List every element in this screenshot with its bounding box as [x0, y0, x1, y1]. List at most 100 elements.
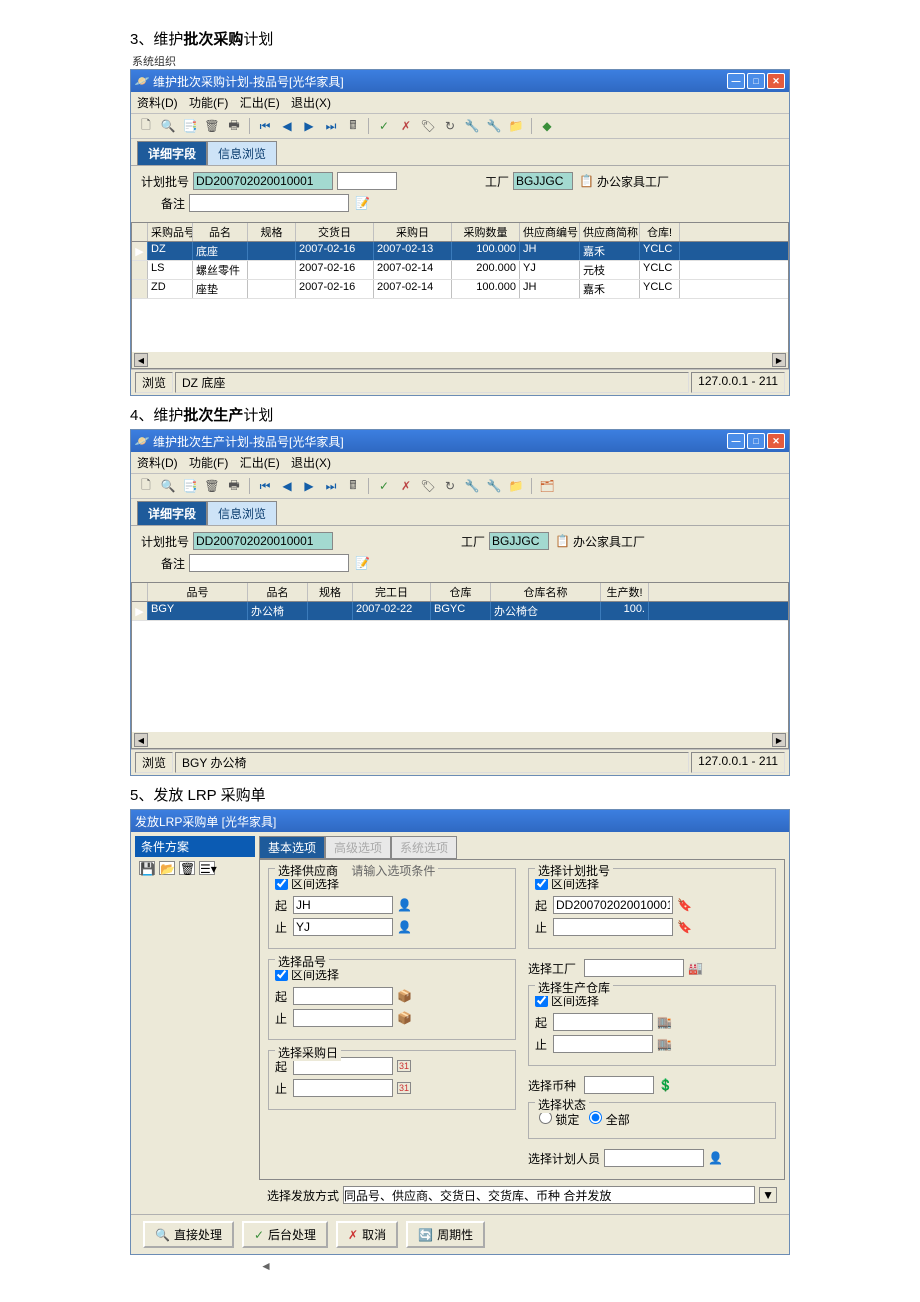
remark-edit-icon[interactable]: 📝 — [355, 196, 369, 210]
grid-row[interactable]: LS螺丝零件2007-02-162007-02-14200.000YJ元枝YCL… — [132, 261, 788, 280]
filter-icon[interactable]: 🔧 — [463, 477, 481, 495]
delete-icon[interactable]: 🗑 — [203, 477, 221, 495]
horizontal-scrollbar-2[interactable]: ◀ ▶ — [132, 732, 788, 748]
lookup-icon[interactable]: 📦 — [397, 989, 412, 1003]
column-header[interactable]: 仓库名称 — [491, 583, 601, 601]
copy-icon[interactable]: 📑 — [181, 117, 199, 135]
scroll-right-icon[interactable]: ▶ — [772, 353, 786, 367]
close-button[interactable]: ✕ — [767, 73, 785, 89]
column-header[interactable]: 供应商编号 — [520, 223, 580, 241]
factory-code-input[interactable] — [513, 172, 573, 190]
column-header[interactable]: 生产数! — [601, 583, 649, 601]
delete-scheme-icon[interactable]: 🗑 — [179, 861, 195, 875]
titlebar-2[interactable]: 🪐 维护批次生产计划-按品号[光华家具] — □ ✕ — [131, 430, 789, 452]
check-icon[interactable]: ✓ — [375, 477, 393, 495]
factory-code-input-2[interactable] — [489, 532, 549, 550]
prev-icon[interactable]: ◀ — [278, 117, 296, 135]
menu-exit-2[interactable]: 退出(X) — [291, 456, 331, 470]
print-icon[interactable]: 🖶 — [225, 117, 243, 135]
grid-row[interactable]: ▶BGY办公椅2007-02-22BGYC办公椅仓100. — [132, 602, 788, 621]
column-header[interactable]: 完工日 — [353, 583, 431, 601]
plan-batch-input-2[interactable] — [193, 532, 333, 550]
calendar-icon[interactable]: 31 — [397, 1060, 411, 1072]
column-header[interactable]: 采购日 — [374, 223, 452, 241]
currency-icon[interactable]: 💲 — [658, 1078, 673, 1092]
currency-input[interactable] — [584, 1076, 654, 1094]
factory-select-input[interactable] — [584, 959, 684, 977]
folder-icon[interactable]: 📁 — [507, 117, 525, 135]
x-icon[interactable]: ✗ — [397, 117, 415, 135]
factory-lookup-icon-2[interactable]: 📋 — [555, 534, 569, 548]
calc-icon[interactable]: 🖩 — [344, 477, 362, 495]
next-icon[interactable]: ▶ — [300, 477, 318, 495]
status-all-radio[interactable]: 全部 — [589, 1111, 629, 1128]
scroll-left-icon[interactable]: ◀ — [134, 733, 148, 747]
scroll-left-icon[interactable]: ◀ — [134, 353, 148, 367]
search-icon[interactable]: 🔍 — [159, 477, 177, 495]
x-icon[interactable]: ✗ — [397, 477, 415, 495]
tool-icon[interactable]: 🔧 — [485, 117, 503, 135]
minimize-button-2[interactable]: — — [727, 433, 745, 449]
product-to-input[interactable] — [293, 1009, 393, 1027]
titlebar-3[interactable]: 发放LRP采购单 [光华家具] — [131, 810, 789, 832]
first-icon[interactable]: ⏮ — [256, 117, 274, 135]
column-header[interactable]: 仓库! — [640, 223, 680, 241]
tab-info-browse-2[interactable]: 信息浏览 — [207, 501, 277, 525]
dropdown-icon[interactable]: ▼ — [759, 1187, 777, 1203]
tab-detail-fields[interactable]: 详细字段 — [137, 141, 207, 165]
status-locked-radio[interactable]: 锁定 — [539, 1111, 579, 1128]
menu-export[interactable]: 汇出(E) — [240, 96, 280, 110]
grid-row[interactable]: ▶DZ底座2007-02-162007-02-13100.000JH嘉禾YCLC — [132, 242, 788, 261]
folder-icon[interactable]: 📁 — [507, 477, 525, 495]
calendar-icon[interactable]: 31 — [397, 1082, 411, 1094]
lookup-icon[interactable]: 📦 — [397, 1011, 412, 1025]
last-icon[interactable]: ⏭ — [322, 477, 340, 495]
lookup-icon[interactable]: 🔖 — [677, 898, 692, 912]
column-header[interactable]: 品名 — [193, 223, 248, 241]
periodic-button[interactable]: 🔄周期性 — [406, 1221, 485, 1248]
column-header[interactable]: 仓库 — [431, 583, 491, 601]
remark-input[interactable] — [189, 194, 349, 212]
lookup-icon[interactable]: 🏭 — [688, 961, 703, 975]
column-header[interactable]: 交货日 — [296, 223, 374, 241]
lookup-icon[interactable]: 🏬 — [657, 1015, 672, 1029]
production-grid[interactable]: 品号品名规格完工日仓库仓库名称生产数! ▶BGY办公椅2007-02-22BGY… — [131, 582, 789, 749]
open-scheme-icon[interactable]: 📂 — [159, 861, 175, 875]
menu-exit[interactable]: 退出(X) — [291, 96, 331, 110]
factory-lookup-icon[interactable]: 📋 — [579, 174, 593, 188]
column-header[interactable]: 采购品号 — [148, 223, 193, 241]
new-icon[interactable]: 🗋 — [137, 477, 155, 495]
last-icon[interactable]: ⏭ — [322, 117, 340, 135]
warehouse-to-input[interactable] — [553, 1035, 653, 1053]
person-icon[interactable]: 👤 — [708, 1151, 723, 1165]
maximize-button-2[interactable]: □ — [747, 433, 765, 449]
cancel-button[interactable]: ✗取消 — [336, 1221, 398, 1248]
planner-input[interactable] — [604, 1149, 704, 1167]
filter-icon[interactable]: 🔧 — [463, 117, 481, 135]
extra-icon[interactable]: 🗂 — [538, 477, 556, 495]
backend-process-button[interactable]: ✓后台处理 — [242, 1221, 328, 1248]
column-header[interactable]: 供应商简称 — [580, 223, 640, 241]
horizontal-scrollbar[interactable]: ◀ ▶ — [132, 352, 788, 368]
new-icon[interactable]: 🗋 — [137, 117, 155, 135]
supplier-to-input[interactable] — [293, 918, 393, 936]
warehouse-from-input[interactable] — [553, 1013, 653, 1031]
tool-icon[interactable]: 🔧 — [485, 477, 503, 495]
scroll-right-icon[interactable]: ▶ — [772, 733, 786, 747]
help-icon[interactable]: ◆ — [538, 117, 556, 135]
product-from-input[interactable] — [293, 987, 393, 1005]
check-icon[interactable]: ✓ — [375, 117, 393, 135]
remark-edit-icon-2[interactable]: 📝 — [355, 556, 369, 570]
first-icon[interactable]: ⏮ — [256, 477, 274, 495]
next-icon[interactable]: ▶ — [300, 117, 318, 135]
lookup-icon[interactable]: 👤 — [397, 920, 412, 934]
column-header[interactable]: 品号 — [148, 583, 248, 601]
lookup-icon[interactable]: 🏬 — [657, 1037, 672, 1051]
menu-data-2[interactable]: 资料(D) — [137, 456, 178, 470]
list-scheme-icon[interactable]: ☰▾ — [199, 861, 215, 875]
menu-function[interactable]: 功能(F) — [189, 96, 228, 110]
tab-system-options[interactable]: 系统选项 — [391, 836, 457, 859]
purchase-grid[interactable]: 采购品号品名规格交货日采购日采购数量供应商编号供应商简称仓库! ▶DZ底座200… — [131, 222, 789, 369]
save-scheme-icon[interactable]: 💾 — [139, 861, 155, 875]
refresh-icon[interactable]: ↻ — [441, 117, 459, 135]
